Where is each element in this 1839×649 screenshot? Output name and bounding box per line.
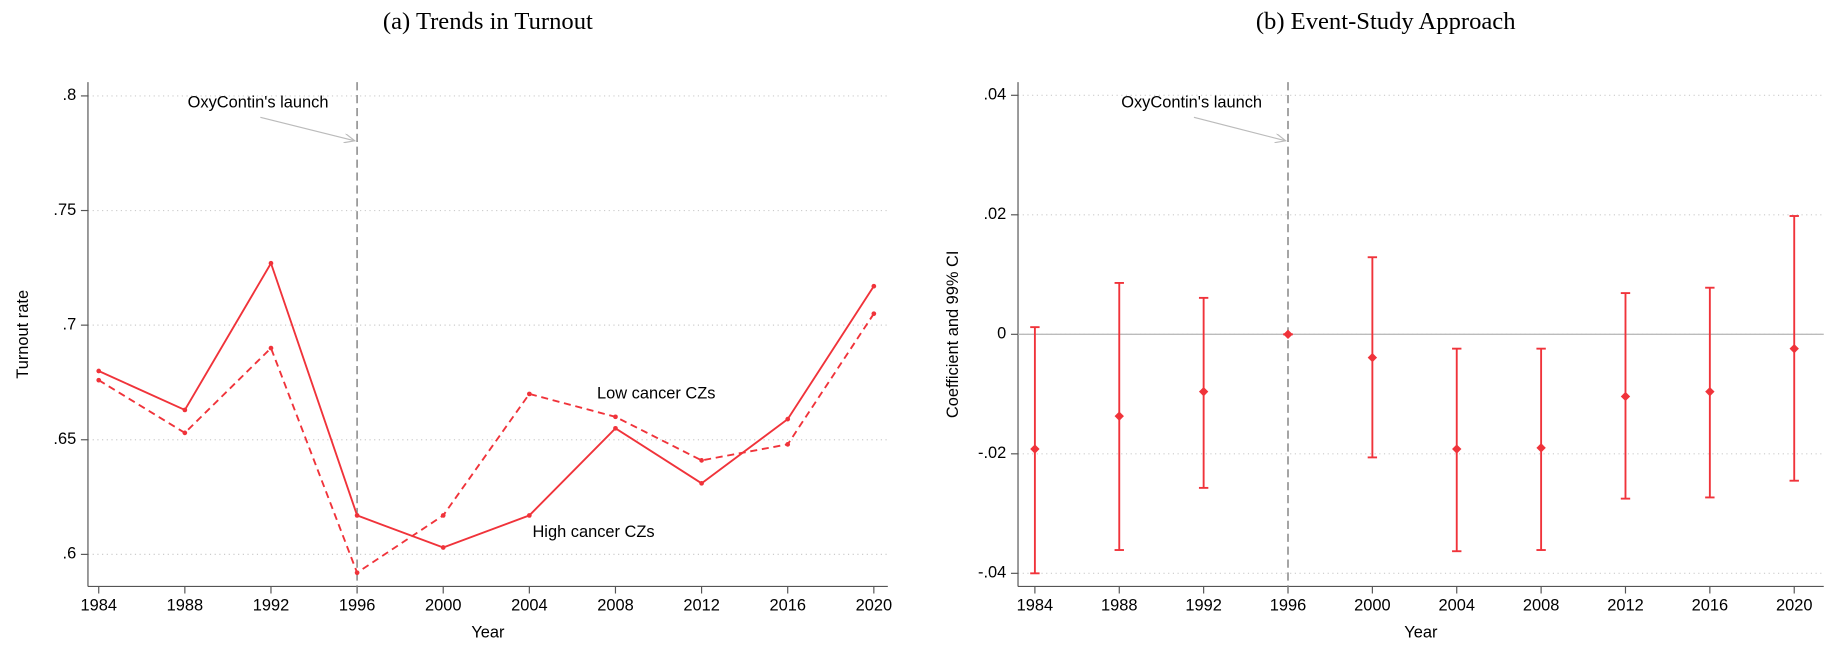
x-tick-label: 1988 [1101, 597, 1138, 615]
x-tick-label: 2008 [597, 597, 634, 615]
annotation: OxyContin's launch [188, 94, 329, 112]
point [526, 513, 532, 518]
y-tick-label: .7 [63, 315, 77, 333]
point [785, 442, 791, 447]
point [871, 311, 877, 317]
y-tick-label: .6 [63, 545, 77, 563]
point [613, 425, 618, 431]
x-axis-label: Year [1404, 624, 1438, 642]
point [96, 368, 102, 374]
point [354, 570, 360, 576]
chart-title: (a) Trends in Turnout [383, 8, 593, 35]
x-tick-label: 2016 [769, 597, 806, 615]
point [268, 345, 274, 351]
point [1620, 391, 1631, 402]
point [526, 391, 532, 397]
y-axis-label: Turnout rate [14, 290, 32, 379]
y-tick-label: 0 [997, 325, 1006, 343]
x-tick-label: 1992 [1185, 597, 1221, 615]
chart-title: (b) Event-Study Approach [1256, 8, 1516, 35]
x-tick-label: 2012 [1607, 597, 1644, 615]
x-tick-label: 2008 [1523, 597, 1560, 615]
x-tick-label: 2000 [1354, 597, 1391, 615]
y-tick-label: .8 [63, 86, 77, 104]
point [354, 513, 360, 518]
point [440, 545, 446, 550]
point [182, 407, 188, 413]
x-tick-label: 1992 [253, 597, 290, 615]
series-label: High cancer CZs [532, 523, 654, 541]
point [1198, 386, 1209, 397]
point [871, 283, 877, 289]
point [1705, 386, 1715, 397]
y-tick-label: .04 [983, 86, 1006, 104]
point [1030, 444, 1040, 454]
annotation: OxyContin's launch [1121, 94, 1262, 112]
point [440, 513, 446, 518]
point [1452, 444, 1462, 454]
point [699, 458, 704, 463]
x-tick-label: 1988 [167, 597, 204, 615]
point [1367, 352, 1378, 363]
annotation-arrow [1193, 116, 1286, 140]
series-line [98, 313, 875, 575]
point [96, 377, 102, 383]
x-tick-label: 1984 [1017, 597, 1054, 615]
point [182, 430, 188, 436]
x-tick-label: 2004 [511, 597, 548, 615]
x-tick-label: 2020 [1776, 597, 1812, 615]
y-tick-label: -.02 [978, 444, 1006, 462]
x-tick-label: 1984 [80, 597, 117, 615]
x-tick-label: 2016 [1692, 597, 1729, 615]
x-tick-label: 2000 [425, 597, 462, 615]
point [1114, 411, 1124, 421]
y-axis-label: Coefficient and 99% CI [944, 251, 962, 419]
x-tick-label: 2004 [1438, 597, 1474, 615]
point [613, 414, 618, 420]
point [1789, 343, 1799, 354]
point [1283, 329, 1293, 340]
point [785, 416, 791, 422]
series-label: Low cancer CZs [597, 384, 716, 402]
x-tick-label: 2012 [683, 597, 720, 615]
x-tick-label: 1996 [339, 597, 375, 615]
point [699, 480, 704, 486]
x-tick-label: 1996 [1270, 597, 1307, 615]
x-axis-label: Year [471, 624, 505, 642]
y-tick-label: -.04 [978, 564, 1006, 582]
y-tick-label: .75 [53, 201, 76, 219]
series-line [98, 261, 875, 549]
annotation-arrow [260, 116, 354, 140]
point [268, 260, 274, 266]
y-tick-label: .65 [53, 430, 76, 448]
y-tick-label: .02 [983, 205, 1006, 223]
x-tick-label: 2020 [856, 597, 893, 615]
point [1536, 443, 1546, 453]
